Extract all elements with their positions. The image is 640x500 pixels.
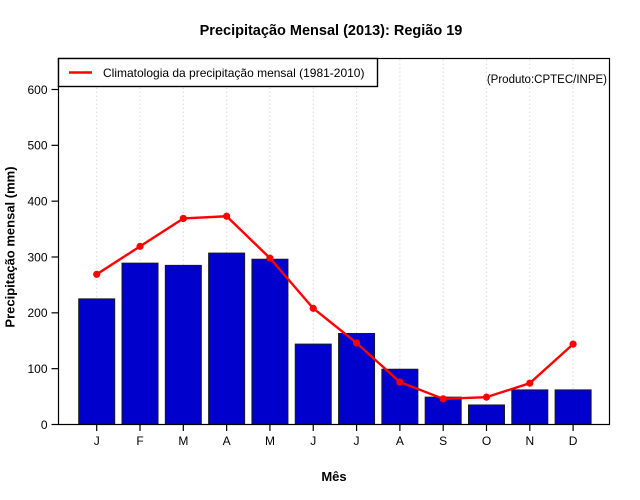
x-tick-label: S	[439, 434, 447, 448]
x-tick-label: M	[265, 434, 275, 448]
x-tick-label: N	[525, 434, 534, 448]
y-tick-label: 100	[27, 362, 47, 376]
climatology-point	[223, 212, 231, 220]
watermark-text: (Produto:CPTEC/INPE)	[487, 74, 607, 86]
bar-N10	[511, 389, 549, 425]
climatology-point	[179, 214, 187, 223]
y-tick-label: 0	[41, 418, 48, 432]
y-axis-label: Precipitação mensal (mm)	[3, 166, 18, 327]
y-tick-label: 500	[27, 139, 47, 153]
bar-A3	[208, 252, 246, 425]
y-tick-label: 200	[27, 306, 47, 320]
x-tick-label: A	[396, 434, 404, 448]
climatology-point	[93, 270, 101, 278]
bars-series	[78, 252, 592, 426]
x-tick-label: D	[569, 434, 578, 448]
y-tick-label: 300	[27, 250, 47, 264]
y-tick-label: 400	[27, 194, 47, 208]
x-axis-label: Mês	[321, 469, 346, 484]
climatology-point	[309, 304, 317, 312]
chart-title: Precipitação Mensal (2013): Região 19	[200, 23, 463, 39]
legend-box	[57, 57, 379, 88]
bar-D11	[554, 389, 592, 425]
climatology-point	[569, 340, 577, 348]
climatology-point	[352, 339, 361, 347]
legend: Climatologia da precipitação mensal (198…	[57, 57, 379, 88]
bar-J0	[78, 298, 116, 425]
climatology-point	[396, 378, 404, 386]
bar-M2	[164, 264, 202, 425]
x-tick-label: A	[223, 434, 231, 448]
bar-F1	[121, 262, 159, 425]
x-tick-label: J	[94, 434, 100, 448]
x-tick-label: F	[136, 434, 143, 448]
climatology-point	[526, 379, 534, 387]
x-tick-label: O	[482, 434, 491, 448]
gridlines	[96, 59, 574, 424]
y-axis: 0 100 200 300 400 500 600	[27, 83, 59, 432]
climatology-line-series	[93, 212, 577, 403]
bar-A7	[381, 368, 419, 426]
x-tick-label: J	[354, 434, 360, 448]
climatology-point	[482, 393, 491, 401]
climatology-line	[96, 215, 574, 401]
climatology-point	[439, 395, 447, 403]
x-tick-label: J	[310, 434, 316, 448]
climatology-point	[136, 242, 144, 250]
bar-O9	[467, 404, 505, 426]
bar-J6	[338, 332, 376, 425]
x-tick-label: M	[178, 434, 188, 448]
climatology-point	[266, 254, 274, 262]
y-tick-label: 600	[27, 83, 47, 97]
bar-M4	[251, 258, 289, 425]
legend-label: Climatologia da precipitação mensal (198…	[103, 66, 364, 80]
bar-J5	[294, 343, 332, 426]
